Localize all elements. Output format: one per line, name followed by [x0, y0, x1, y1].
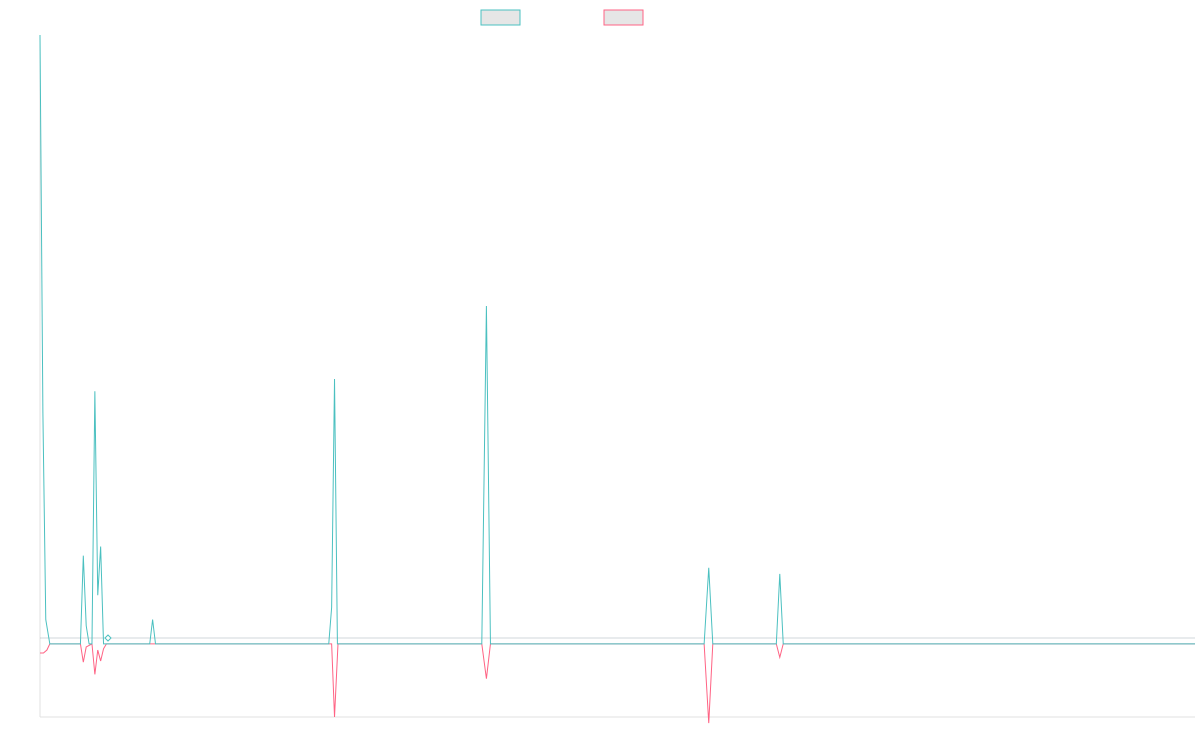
series-line-0 [39, 34, 1195, 645]
series-line-1 [40, 643, 1195, 724]
legend [480, 9, 644, 26]
legend-swatch-series-2[interactable] [603, 9, 644, 26]
legend-swatch-series-1[interactable] [480, 9, 521, 26]
plot-area [39, 34, 1195, 724]
point-marker[interactable] [104, 634, 112, 642]
